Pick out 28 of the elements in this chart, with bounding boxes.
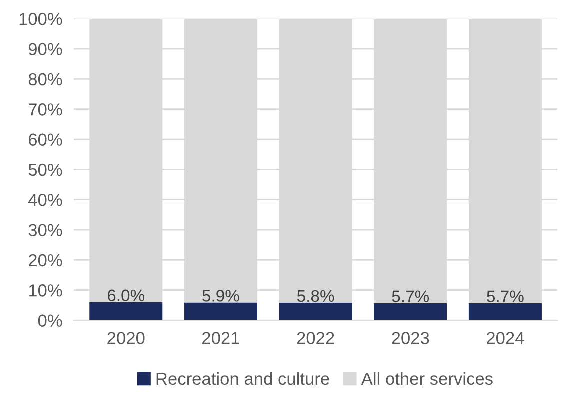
- x-tick-label: 2021: [202, 332, 240, 344]
- y-tick-label: 20%: [28, 254, 62, 267]
- y-tick-label: 10%: [29, 284, 62, 297]
- data-label: 5.9%: [202, 290, 240, 302]
- y-tick-label: 40%: [28, 194, 62, 206]
- bar: [184, 302, 258, 321]
- y-tick-label: 0%: [38, 314, 62, 327]
- bar: [279, 303, 352, 321]
- bar: [468, 303, 542, 321]
- x-tick-label: 2020: [108, 332, 145, 344]
- bar: [90, 302, 163, 321]
- legend-label: Recreation and culture: [156, 372, 330, 386]
- data-label: 6.0%: [108, 290, 145, 302]
- x-tick-label: 2022: [297, 332, 334, 344]
- y-tick-label: 70%: [29, 104, 62, 116]
- y-tick-label: 90%: [28, 43, 62, 56]
- y-tick-label: 50%: [28, 164, 62, 176]
- data-label: 5.7%: [487, 290, 524, 302]
- y-tick-label: 60%: [28, 134, 62, 146]
- legend-label: All other services: [361, 372, 493, 386]
- data-label: 5.8%: [297, 290, 334, 302]
- y-tick-label: 30%: [28, 224, 62, 236]
- x-tick-label: 2023: [392, 332, 430, 344]
- bar: [374, 303, 448, 321]
- x-tick-label: 2024: [487, 332, 524, 344]
- y-tick-label: 100%: [20, 13, 62, 26]
- y-tick-label: 80%: [28, 73, 62, 86]
- data-label: 5.7%: [392, 290, 430, 302]
